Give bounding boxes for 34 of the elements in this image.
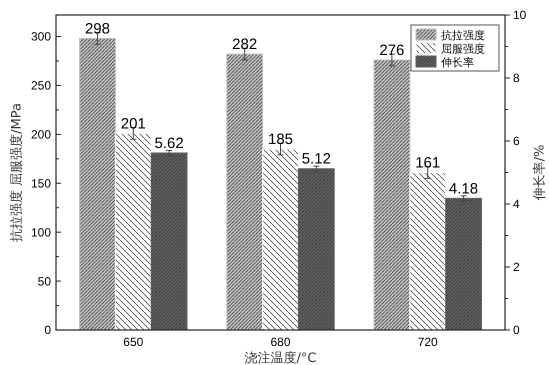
data-label: 298: [84, 20, 110, 38]
data-label: 5.12: [302, 150, 331, 168]
y2-tick-label: 8: [513, 71, 520, 86]
y2-tick-label: 6: [513, 134, 520, 148]
y-tick-label: 200: [30, 128, 52, 142]
y2-tick-label: 10: [513, 8, 527, 22]
data-label: 201: [120, 115, 146, 132]
y-tick-label: 0: [44, 323, 52, 338]
y-tick-label: 250: [30, 78, 52, 93]
data-label: 276: [379, 42, 404, 59]
bar: [373, 60, 410, 330]
y2-tick-label: 0: [513, 323, 520, 338]
x-tick-label: 720: [418, 335, 438, 349]
data-label: 185: [268, 131, 294, 148]
x-tick-label: 680: [270, 335, 291, 349]
y-tick-label: 100: [30, 225, 52, 240]
y-tick-label: 150: [30, 176, 52, 190]
data-label: 282: [232, 36, 258, 54]
bar: [226, 54, 264, 330]
legend-label: 伸长率: [441, 56, 474, 69]
y2-axis-title: 伸长率/%: [532, 144, 548, 202]
x-axis-title: 浇注温度/°C: [244, 350, 316, 365]
y-tick-label: 50: [38, 274, 52, 288]
legend-label: 抗拉强度: [441, 28, 485, 42]
y-axis-title: 抗拉强度 屈服强度/MPa: [8, 103, 25, 242]
data-label: 5.62: [154, 134, 184, 152]
y2-tick-label: 2: [513, 260, 520, 274]
bar: [79, 38, 116, 330]
data-label: 161: [415, 154, 440, 172]
legend-label: 屈服强度: [441, 42, 485, 56]
y-tick-label: 300: [30, 30, 52, 44]
y2-tick-label: 4: [513, 197, 520, 212]
data-label: 4.18: [448, 180, 478, 198]
x-tick-label: 650: [123, 335, 144, 349]
